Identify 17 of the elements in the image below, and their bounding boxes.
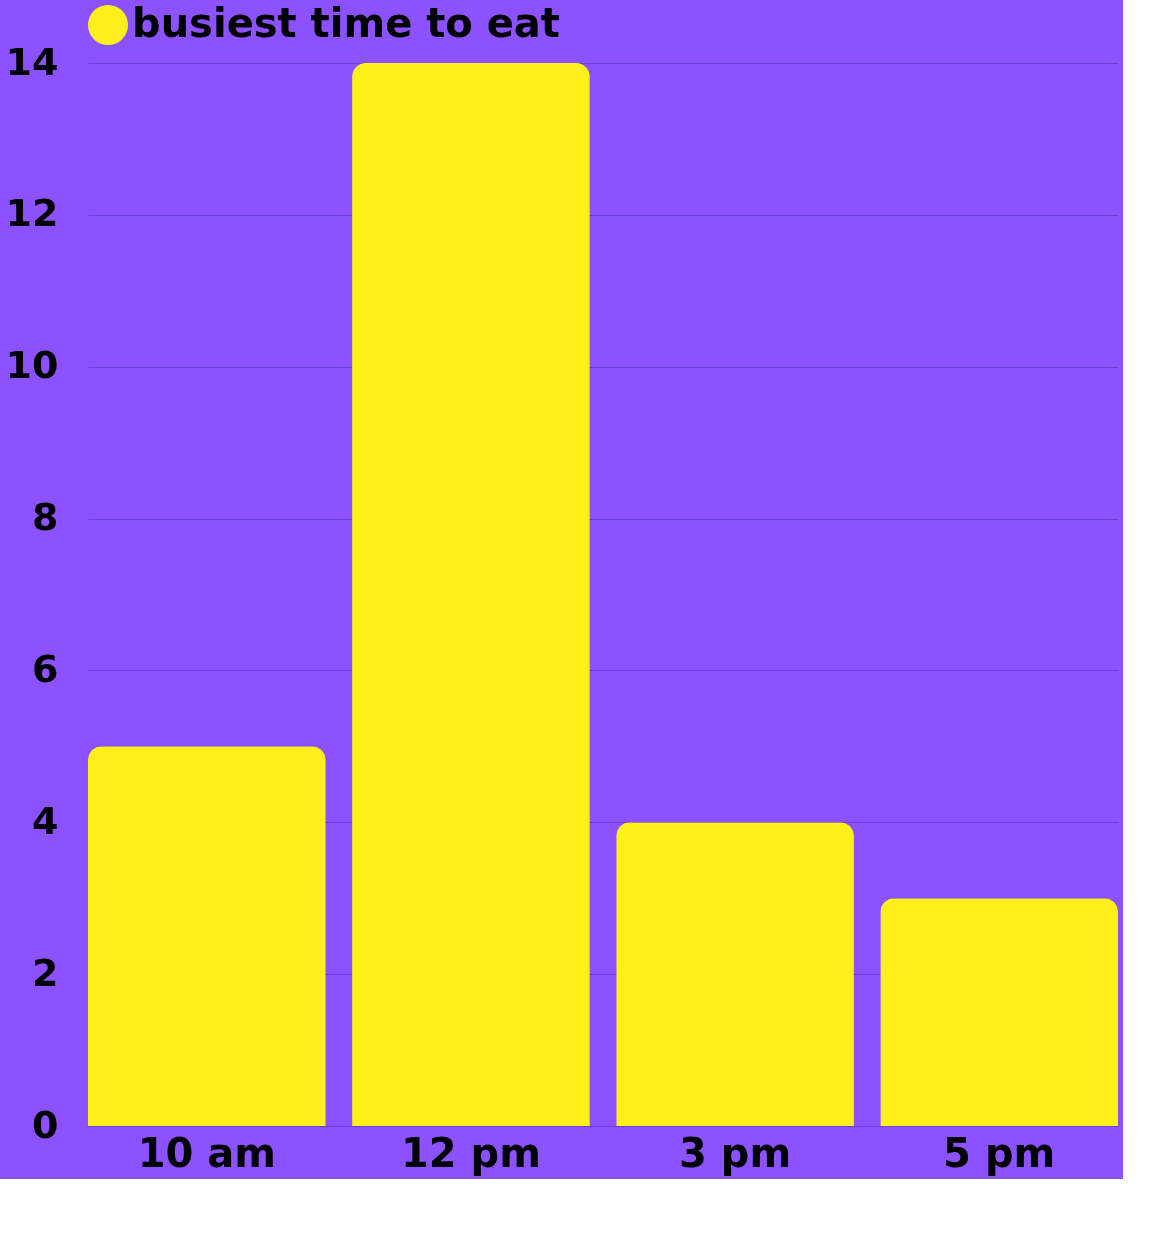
y-tick-label: 8 (32, 495, 59, 540)
x-tick-label: 12 pm (401, 1129, 541, 1176)
x-tick-label: 5 pm (943, 1129, 1056, 1176)
y-tick-label: 4 (32, 798, 59, 843)
bar (880, 898, 1118, 1126)
x-tick-label: 3 pm (679, 1129, 792, 1176)
legend-label: busiest time to eat (132, 0, 560, 46)
y-tick-label: 6 (32, 646, 59, 691)
x-tick-label: 10 am (137, 1129, 276, 1176)
y-tick-label: 14 (5, 39, 59, 84)
y-tick-label: 10 (5, 343, 59, 388)
y-tick-label: 0 (32, 1102, 59, 1147)
y-tick-label: 12 (5, 191, 59, 236)
bar (352, 63, 590, 1126)
bar (616, 822, 854, 1126)
bar (88, 746, 326, 1126)
y-tick-label: 2 (32, 950, 59, 995)
